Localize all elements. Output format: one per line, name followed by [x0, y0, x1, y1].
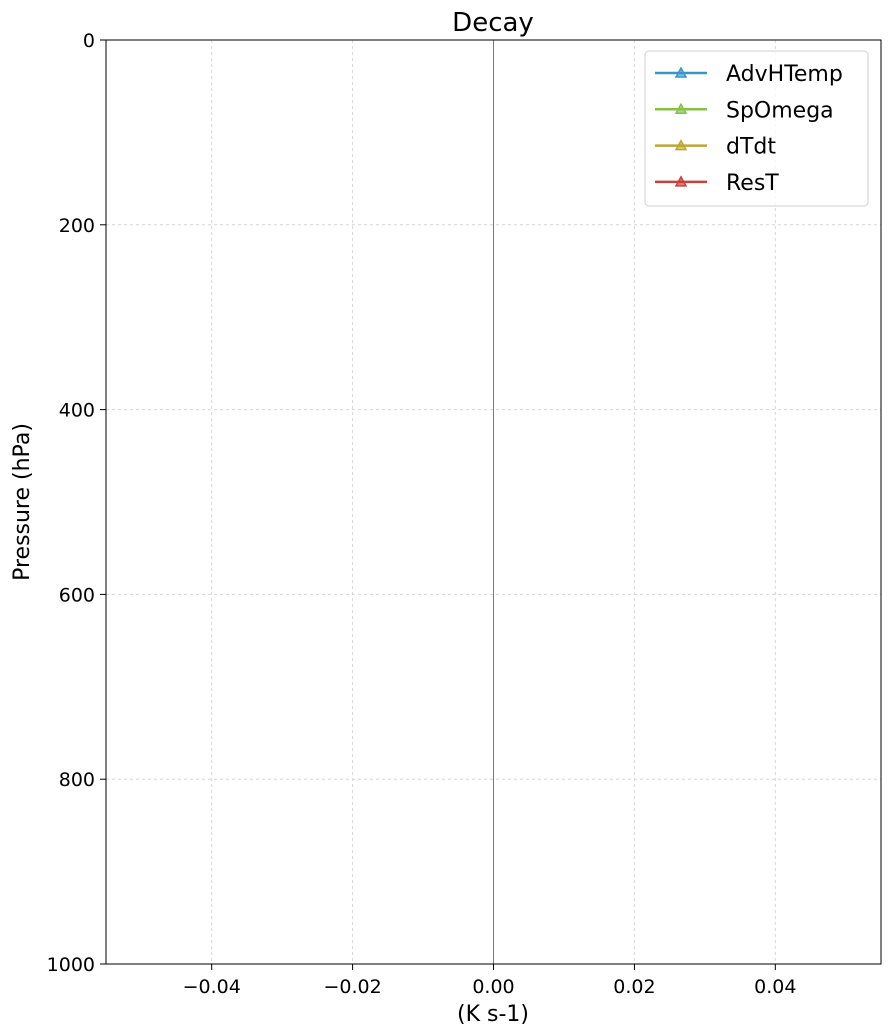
legend-marker-triangle	[674, 175, 688, 187]
y-tick-label: 400	[59, 400, 95, 422]
x-tick-label: 0.00	[472, 976, 514, 998]
legend-label: AdvHTemp	[726, 62, 843, 87]
y-tick-label: 0	[83, 30, 95, 52]
legend-marker-triangle	[674, 102, 688, 115]
y-tick-label: 200	[59, 215, 95, 237]
y-axis-label: Pressure (hPa)	[10, 423, 35, 581]
y-tick-label: 800	[59, 769, 95, 791]
y-axis-ticks: 0 200 400 600 800 1000	[47, 30, 106, 976]
legend-label: dTdt	[726, 135, 776, 160]
legend-marker-triangle	[674, 139, 688, 151]
chart-title: Decay	[452, 8, 534, 38]
x-tick-label: 0.04	[754, 976, 796, 998]
legend-box	[644, 50, 869, 207]
y-tick-label: 600	[59, 584, 95, 606]
y-tick-label: 1000	[47, 954, 95, 976]
x-axis-label: (K s-1)	[457, 1002, 529, 1027]
x-axis-ticks: −0.04 −0.02 0.00 0.02 0.04	[183, 964, 796, 998]
x-tick-label: −0.02	[323, 976, 381, 998]
legend-label: SpOmega	[726, 98, 834, 123]
legend-marker-triangle	[674, 66, 688, 78]
x-tick-label: −0.04	[183, 976, 241, 998]
legend-label: ResT	[726, 171, 779, 196]
legend: AdvHTemp SpOmega dTdt ResT	[644, 50, 869, 207]
x-tick-label: 0.02	[613, 976, 655, 998]
